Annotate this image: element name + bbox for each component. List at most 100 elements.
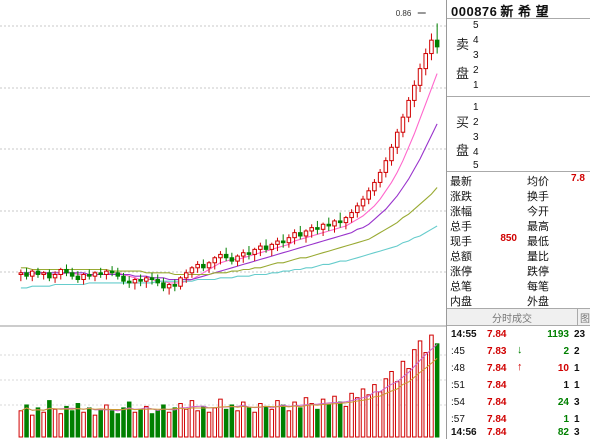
candle-body	[332, 220, 337, 227]
quote-label: 总手	[450, 220, 472, 233]
volume-bar	[149, 413, 155, 438]
tick-price: 7.84	[487, 397, 507, 408]
candle-body	[87, 273, 92, 277]
volume-bar	[155, 410, 160, 438]
tick-volume: 2	[563, 346, 569, 357]
volume-bar	[337, 401, 343, 438]
candle-body	[258, 245, 263, 250]
volume-bar	[315, 408, 320, 438]
volume-bar	[320, 398, 326, 438]
volume-bar	[47, 400, 52, 438]
tick-row[interactable]: 14:56 7.84 82 3	[447, 424, 590, 442]
volume-bar	[161, 404, 166, 438]
buy-level: 4	[473, 147, 479, 158]
divider	[447, 96, 590, 97]
tick-time: :57	[451, 414, 465, 425]
volume-bar	[212, 407, 218, 438]
tick-row[interactable]: :54 7.84 24 3	[447, 394, 590, 412]
candle-body	[360, 198, 366, 207]
quote-label: 总笔	[450, 280, 472, 293]
volume-bar	[195, 410, 200, 438]
volume-bar	[258, 403, 263, 438]
candle-body	[389, 146, 394, 162]
candle-body	[240, 252, 246, 257]
candle-body	[298, 232, 303, 237]
volume-bar	[41, 411, 46, 438]
volume-bar	[172, 407, 178, 438]
volume-bar	[406, 368, 411, 438]
volume-bar	[303, 397, 309, 438]
candle-body	[400, 116, 406, 133]
candle-body	[35, 270, 41, 275]
candle-body	[412, 84, 417, 101]
tick-volume: 10	[557, 363, 569, 374]
divider	[447, 18, 590, 19]
candle-body	[138, 279, 143, 282]
tick-count: 1	[574, 380, 580, 391]
volume-bar	[429, 334, 434, 438]
quote-label: 涨跌	[450, 190, 472, 203]
volume-bar	[109, 410, 115, 438]
divider	[447, 171, 590, 172]
candle-body	[189, 267, 195, 274]
tick-row[interactable]: 14:55 7.84 1193 23	[447, 326, 590, 344]
tick-row[interactable]: :45 7.83 ↓ 2 2	[447, 343, 590, 361]
tick-volume: 1	[563, 380, 569, 391]
ma-line	[20, 73, 438, 284]
candle-body	[417, 68, 423, 86]
volume-bar	[98, 408, 103, 438]
candle-body	[320, 223, 326, 230]
volume-bar	[412, 349, 417, 438]
tick-price: 7.84	[487, 363, 507, 374]
kline-chart-panel[interactable]: 0.86	[0, 0, 446, 439]
tick-volume: 1	[563, 414, 569, 425]
kline-chart[interactable]: 0.86	[0, 0, 446, 439]
volume-bar	[126, 401, 132, 438]
candle-body	[372, 181, 377, 192]
ticks-header[interactable]: 分时成交 图	[447, 308, 590, 326]
tick-row[interactable]: :57 7.84 1 1	[447, 411, 590, 429]
volume-bar	[178, 403, 183, 438]
ticks-side-tab[interactable]: 图	[580, 314, 590, 325]
candle-body	[132, 279, 138, 284]
candle-body	[58, 268, 64, 275]
volume-bar	[87, 407, 92, 438]
candle-body	[206, 262, 212, 269]
volume-bar	[332, 395, 337, 438]
tick-volume: 82	[557, 427, 569, 438]
tick-row[interactable]: :48 7.84 ↑ 10 1	[447, 360, 590, 378]
ma-line	[20, 225, 438, 289]
candle-body	[183, 272, 189, 279]
candle-body	[223, 253, 229, 259]
candle-body	[366, 190, 371, 200]
buy-order-book: 买 盘 1 2 3 4 5	[447, 100, 590, 171]
sell-level: 4	[473, 35, 479, 46]
volume-bar	[417, 340, 423, 438]
tick-price: 7.83	[487, 346, 507, 357]
quote-label: 今开	[527, 205, 549, 218]
candle-body	[269, 243, 275, 250]
volume-bar	[223, 408, 229, 438]
volume-bar	[166, 411, 172, 438]
candle-body	[286, 237, 292, 244]
volume-bar	[355, 397, 360, 438]
buy-level: 2	[473, 117, 479, 128]
volume-bar	[240, 401, 246, 438]
volume-bar	[75, 403, 81, 438]
volume-bar	[218, 398, 223, 438]
volume-bar	[400, 360, 406, 438]
candle-body	[235, 255, 240, 262]
sell-level: 3	[473, 50, 479, 61]
quote-row: 总手 最高	[447, 217, 590, 233]
candle-body	[315, 227, 320, 230]
volume-bar	[206, 411, 212, 438]
tick-count: 1	[574, 414, 580, 425]
volume-bar	[29, 414, 35, 438]
quote-label: 最新	[450, 175, 472, 188]
volume-bar	[92, 414, 98, 438]
volume-bar	[343, 405, 349, 438]
tick-row[interactable]: :51 7.84 1 1	[447, 377, 590, 395]
candle-body	[161, 282, 166, 289]
volume-bar	[394, 381, 400, 438]
volume-bar	[292, 401, 297, 438]
